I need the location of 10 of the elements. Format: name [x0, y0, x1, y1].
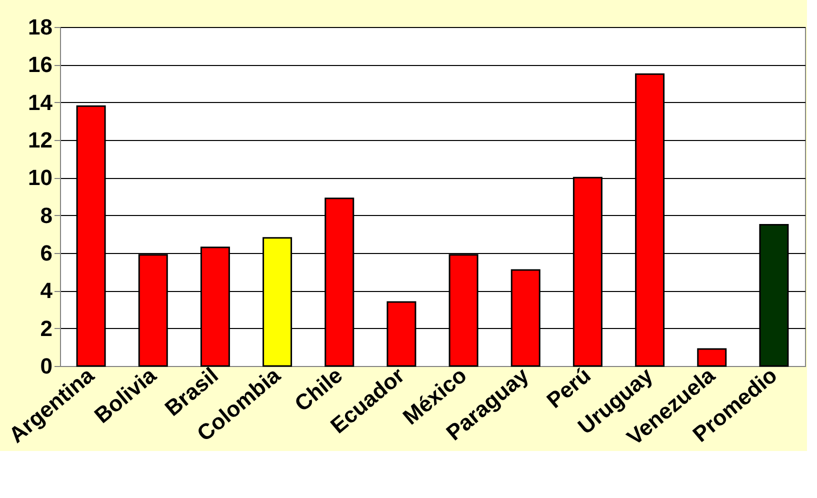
y-tick-label: 2 — [40, 316, 52, 341]
y-tick-label: 16 — [28, 52, 52, 78]
bar — [697, 348, 727, 367]
y-tick-label: 4 — [40, 278, 54, 304]
y-tick-label: 8 — [40, 202, 52, 228]
y-tick-label: 12 — [28, 128, 52, 152]
y-tick-label: 6 — [40, 240, 52, 266]
y-tick-label: 18 — [28, 14, 52, 40]
y-tick-label: 10 — [28, 165, 52, 190]
y-tick-label: 14 — [28, 90, 54, 115]
